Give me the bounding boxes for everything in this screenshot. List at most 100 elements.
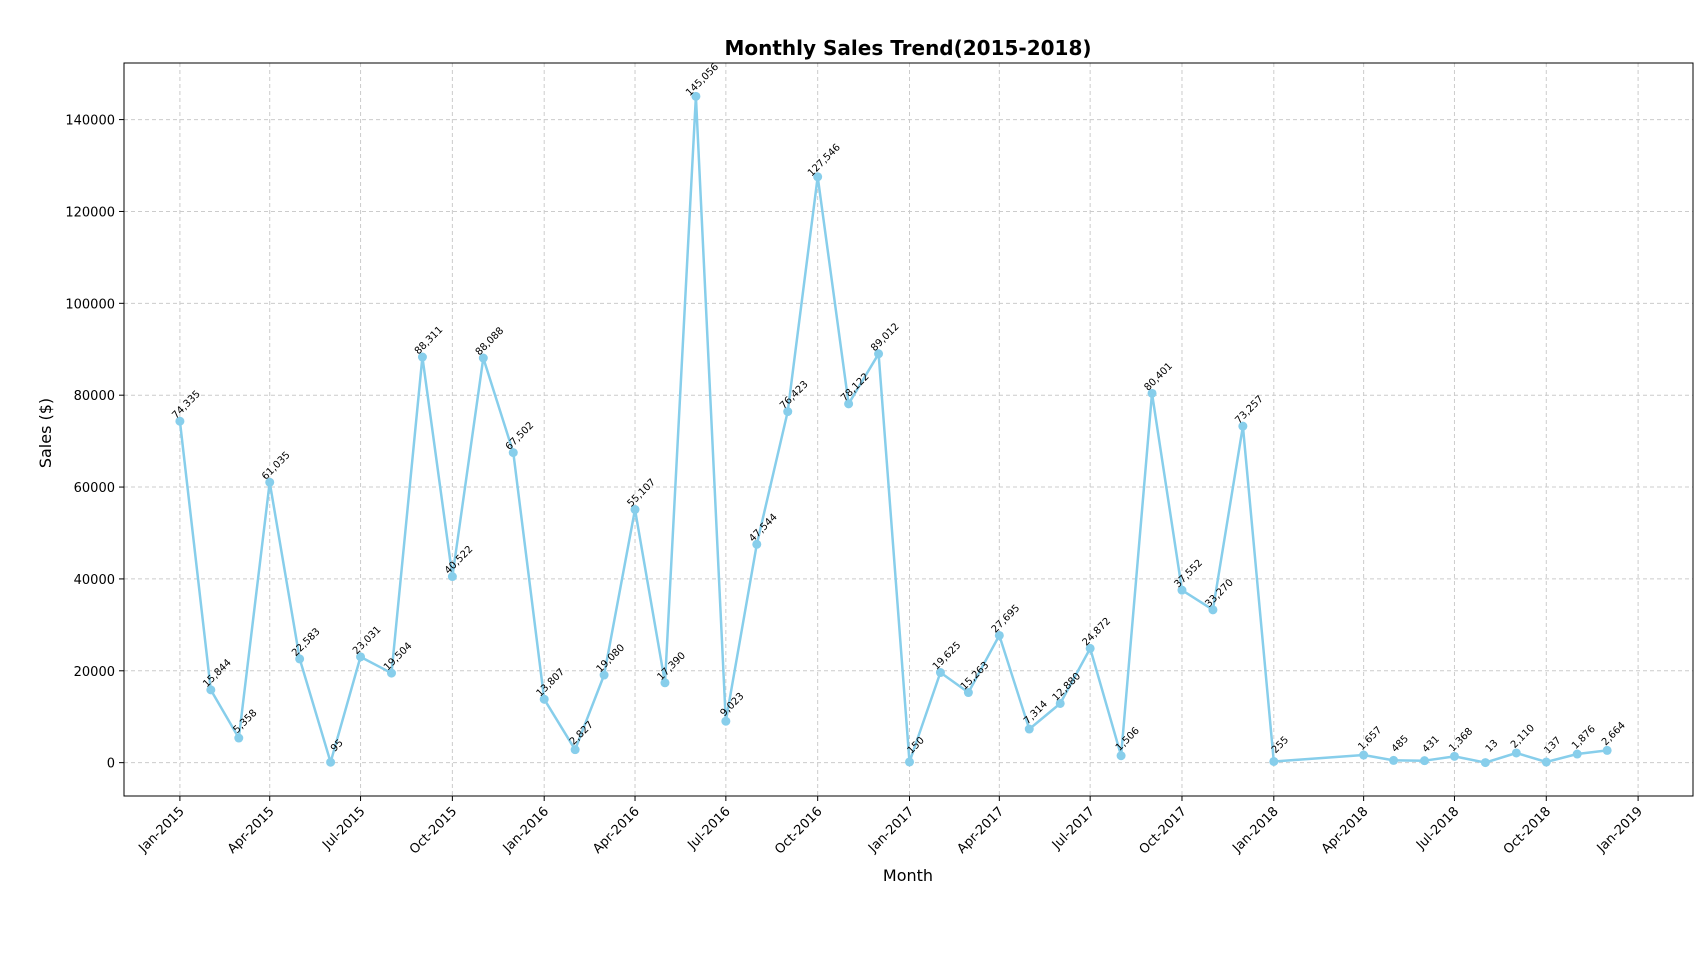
data-point xyxy=(417,352,427,362)
data-label: 33,270 xyxy=(1203,577,1236,610)
data-label: 485 xyxy=(1390,734,1411,755)
data-point xyxy=(721,716,731,726)
data-point xyxy=(1572,749,1582,759)
data-point xyxy=(1238,421,1248,431)
data-point xyxy=(963,688,973,698)
data-label: 88,311 xyxy=(413,324,446,357)
data-label: 2,664 xyxy=(1600,720,1628,748)
data-point xyxy=(1541,757,1551,767)
data-label: 12,880 xyxy=(1051,671,1084,704)
x-axis: Jan-2015 Apr-2015 Jul-2015 Oct-2015 Jan-2016… xyxy=(136,796,1646,857)
data-point xyxy=(570,745,580,755)
x-tick-label: Apr-2015 xyxy=(225,804,278,857)
y-axis: 0 20000 40000 60000 80000 100000 120000 140000 xyxy=(65,114,124,772)
sales-line xyxy=(178,95,1608,764)
x-tick-label: Jan-2017 xyxy=(865,804,917,856)
data-point xyxy=(874,349,884,359)
data-label: 15,844 xyxy=(201,657,234,690)
data-point xyxy=(1511,748,1521,758)
data-point xyxy=(1177,585,1187,595)
y-tick-label: 120000 xyxy=(65,205,115,220)
x-tick-label: Jul-2017 xyxy=(1049,804,1098,853)
data-point xyxy=(904,757,914,767)
data-point xyxy=(1116,751,1126,761)
data-label: 1,876 xyxy=(1570,724,1598,752)
data-point xyxy=(539,694,549,704)
x-tick-label: Jan-2015 xyxy=(136,804,188,856)
data-label: 80,401 xyxy=(1142,361,1175,394)
y-tick-label: 80000 xyxy=(74,389,115,404)
data-point xyxy=(1085,643,1095,653)
data-point xyxy=(752,539,762,549)
data-label: 24,872 xyxy=(1081,616,1114,649)
data-point xyxy=(175,416,185,426)
data-point xyxy=(386,668,396,678)
chart-title: Monthly Sales Trend(2015-2018) xyxy=(724,36,1091,60)
x-axis-label: Month xyxy=(883,866,933,885)
data-label: 55,107 xyxy=(625,477,658,510)
x-tick-label: Oct-2018 xyxy=(1501,804,1554,857)
data-point xyxy=(994,630,1004,640)
y-tick-label: 100000 xyxy=(65,297,115,312)
data-point xyxy=(630,505,640,515)
y-tick-label: 140000 xyxy=(65,114,115,129)
data-point xyxy=(660,678,670,688)
data-label: 89,012 xyxy=(869,321,902,354)
data-point xyxy=(1449,751,1459,761)
data-point xyxy=(599,670,609,680)
data-point xyxy=(234,733,244,743)
sales-series xyxy=(175,91,1612,768)
data-label: 95 xyxy=(329,738,346,755)
plot-area xyxy=(123,62,1694,797)
x-tick-label: Apr-2017 xyxy=(955,804,1008,857)
data-label: 27,695 xyxy=(990,603,1023,636)
data-label: 19,080 xyxy=(595,642,628,675)
data-point xyxy=(844,399,854,409)
data-label: 73,257 xyxy=(1233,394,1266,427)
data-point xyxy=(1602,745,1612,755)
data-label: 1,368 xyxy=(1447,726,1475,754)
x-tick-label: Oct-2017 xyxy=(1137,804,1190,857)
data-label: 88,088 xyxy=(474,325,507,358)
data-label: 15,263 xyxy=(959,660,992,693)
data-label: 13 xyxy=(1484,738,1501,755)
data-label: 19,504 xyxy=(382,641,415,674)
x-tick-label: Apr-2018 xyxy=(1319,804,1372,857)
x-tick-label: Jul-2016 xyxy=(685,804,734,853)
x-tick-label: Jan-2018 xyxy=(1229,804,1281,856)
y-tick-label: 40000 xyxy=(74,573,115,588)
y-tick-label: 60000 xyxy=(74,481,115,496)
x-tick-label: Jan-2016 xyxy=(500,804,552,856)
data-point xyxy=(783,407,793,417)
x-tick-label: Apr-2016 xyxy=(590,804,643,857)
x-tick-label: Jan-2019 xyxy=(1594,804,1646,856)
data-point xyxy=(1024,724,1034,734)
data-label: 9,023 xyxy=(719,691,747,719)
data-point xyxy=(1269,756,1279,766)
data-point xyxy=(1055,698,1065,708)
data-label: 1,506 xyxy=(1114,725,1142,753)
data-point xyxy=(508,448,518,458)
data-point xyxy=(356,652,366,662)
data-point xyxy=(447,572,457,582)
data-point xyxy=(206,685,216,695)
data-point xyxy=(295,654,305,664)
data-label: 2,110 xyxy=(1509,723,1537,751)
data-point xyxy=(1389,755,1399,765)
y-tick-label: 20000 xyxy=(74,665,115,680)
data-label: 61,035 xyxy=(260,450,293,483)
data-label: 137 xyxy=(1542,735,1563,756)
x-tick-label: Jul-2018 xyxy=(1413,804,1462,853)
data-point xyxy=(265,477,275,487)
data-label: 23,031 xyxy=(351,624,384,657)
data-point xyxy=(1480,758,1490,768)
y-tick-label: 0 xyxy=(107,757,115,772)
data-point xyxy=(1359,750,1369,760)
data-label: 2,827 xyxy=(568,719,596,747)
data-point xyxy=(478,353,488,363)
data-label: 431 xyxy=(1421,734,1442,755)
data-labels: 74,33515,8445,35861,03522,5839523,03119,… xyxy=(170,62,1628,757)
data-point xyxy=(691,91,701,101)
grid xyxy=(124,63,1693,796)
